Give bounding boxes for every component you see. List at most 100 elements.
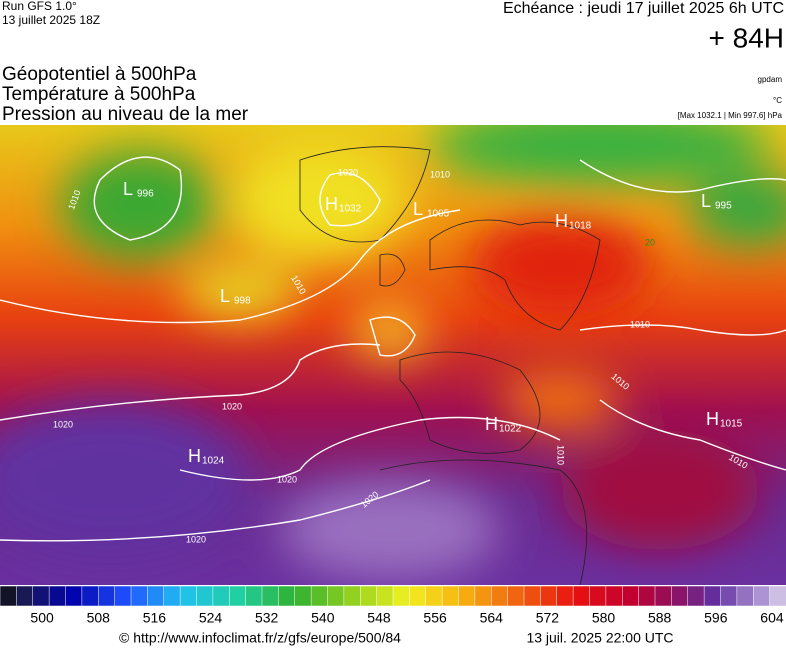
colorbar-cell: [769, 585, 786, 607]
colorbar-label: 564: [480, 610, 504, 626]
colorbar-label: 580: [592, 610, 616, 626]
colorbar-cell: [261, 585, 280, 607]
colorbar-cell: [278, 585, 296, 607]
colorbar-cell: [720, 585, 738, 607]
colorbar-cell: [16, 585, 34, 607]
center-value: 995: [715, 201, 732, 212]
layer: Pression au niveau de la mer: [2, 104, 249, 125]
colorbar-cell: [622, 585, 640, 607]
map: [0, 125, 786, 585]
colorbar-cell: [441, 585, 460, 607]
colorbar-label: 572: [536, 610, 560, 626]
center-value: 1024: [202, 456, 225, 467]
center-value: 1015: [720, 419, 743, 430]
colorbar-cell: [556, 585, 574, 607]
layer: Température à 500hPa: [2, 84, 196, 105]
center-type: H: [325, 194, 338, 214]
colorbar-label: 540: [311, 610, 335, 626]
colorbar-label: 508: [87, 610, 111, 626]
unit: °C: [773, 96, 782, 105]
center-value: 998: [234, 296, 251, 307]
colorbar-cell: [409, 585, 427, 607]
colorbar-cell: [98, 585, 116, 607]
colorbar-cell: [425, 585, 443, 607]
center-type: H: [555, 211, 568, 231]
center-type: H: [188, 446, 201, 466]
colorbar-cell: [474, 585, 492, 607]
colorbar-cell: [343, 585, 361, 607]
run-date: 13 juillet 2025 18Z: [2, 13, 100, 27]
colorbar-cell: [327, 585, 345, 607]
colorbar-cell: [376, 585, 394, 607]
colorbar-cell: [163, 585, 181, 607]
isobar-label: 1020: [222, 401, 242, 411]
center-type: L: [123, 179, 133, 199]
colorbar-cell: [229, 585, 247, 607]
colorbar-cell: [703, 585, 722, 607]
colorbar-cell: [605, 585, 623, 607]
colorbar-cell: [179, 585, 198, 607]
colorbar-label: 556: [423, 610, 447, 626]
footer-time: 13 juil. 2025 22:00 UTC: [526, 630, 673, 646]
isobar-label: 1020: [186, 534, 206, 544]
colorbar-cell: [360, 585, 378, 607]
center-value: 996: [137, 189, 154, 200]
colorbar-label: 588: [648, 610, 672, 626]
isobar-label: 1010: [630, 319, 650, 329]
colorbar-cell: [245, 585, 263, 607]
unit: [Max 1032.1 | Min 997.6] hPa: [678, 111, 783, 120]
temperature-label: 20: [645, 237, 655, 247]
layer: Géopotentiel à 500hPa: [2, 64, 197, 85]
isobar-label: 1020: [338, 167, 358, 177]
center-type: H: [706, 409, 719, 429]
colorbar-label: 604: [760, 610, 784, 626]
colorbar-label: 532: [255, 610, 279, 626]
center-value: 1018: [569, 221, 592, 232]
colorbar-cell: [310, 585, 329, 607]
footer-url: © http://www.infoclimat.fr/z/gfs/europe/…: [119, 630, 401, 646]
colorbar-cell: [32, 585, 50, 607]
colorbar-label: 548: [367, 610, 391, 626]
colorbar-cell: [523, 585, 542, 607]
forecast: Echéance : jeudi 17 juillet 2025 6h UTC: [503, 0, 784, 17]
isobar-label: 1010: [556, 445, 566, 465]
colorbar-cell: [458, 585, 476, 607]
colorbar-cell: [491, 585, 509, 607]
isobar-label: 1010: [430, 169, 450, 179]
lead-time: + 84H: [709, 22, 785, 53]
isobar-label: 1020: [53, 419, 73, 429]
colorbar-cell: [0, 585, 18, 607]
colorbar-cell: [507, 585, 525, 607]
colorbar-cell: [114, 585, 132, 607]
colorbar-cell: [130, 585, 149, 607]
run: Run GFS 1.0°: [2, 0, 77, 13]
center-type: L: [701, 191, 711, 211]
colorbar-cell: [65, 585, 83, 607]
colorbar-cell: [212, 585, 230, 607]
colorbar-cell: [147, 585, 165, 607]
colorbar-cell: [671, 585, 689, 607]
colorbar-cell: [654, 585, 673, 607]
colorbar-cell: [48, 585, 67, 607]
center-value: 1022: [499, 424, 522, 435]
center-value: 1005: [427, 209, 450, 220]
center-type: L: [413, 199, 423, 219]
colorbar-cell: [572, 585, 591, 607]
colorbar-label: 500: [30, 610, 54, 626]
colorbar-cell: [687, 585, 705, 607]
colorbar-cell: [81, 585, 99, 607]
colorbar-label: 524: [199, 610, 223, 626]
center-value: 1032: [339, 204, 362, 215]
colorbar-cell: [540, 585, 558, 607]
colorbar-label: 516: [143, 610, 167, 626]
colorbar-cell: [638, 585, 656, 607]
isobar-label: 1020: [277, 474, 297, 484]
colorbar-cell: [736, 585, 754, 607]
unit: gpdam: [758, 75, 783, 84]
colorbar-cell: [392, 585, 411, 607]
colorbar-cell: [589, 585, 607, 607]
colorbar-cell: [294, 585, 312, 607]
colorbar-cell: [753, 585, 771, 607]
center-type: H: [485, 414, 498, 434]
